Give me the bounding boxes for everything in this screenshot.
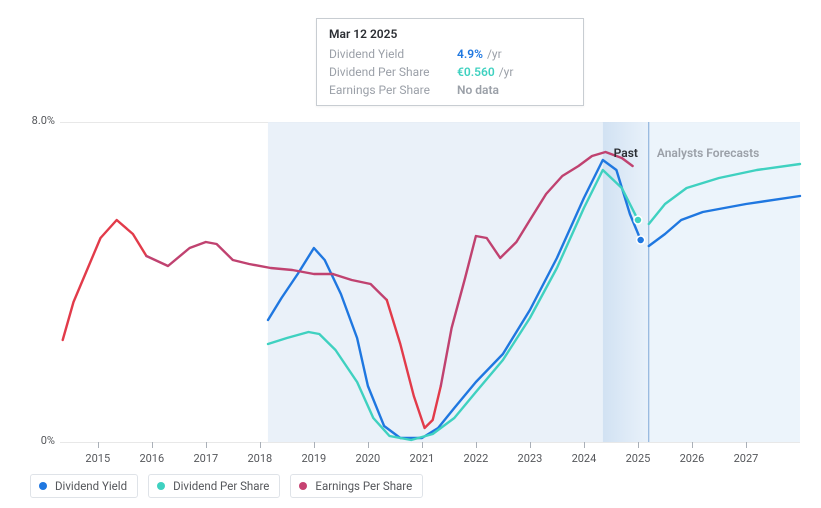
marker-dividend-yield bbox=[637, 236, 645, 244]
x-axis-label: 2017 bbox=[193, 452, 218, 465]
x-axis-label: 2022 bbox=[464, 452, 489, 465]
tooltip-row-label: Dividend Yield bbox=[329, 47, 457, 61]
legend-dot-icon bbox=[299, 482, 307, 490]
legend-item-dividend-yield[interactable]: Dividend Yield bbox=[30, 474, 138, 498]
tooltip-row: Dividend Yield4.9% /yr bbox=[317, 45, 583, 63]
tooltip-row-value: 4.9% bbox=[457, 47, 483, 61]
x-axis-label: 2015 bbox=[85, 452, 110, 465]
marker-dividend-per-share bbox=[634, 216, 642, 224]
x-axis-label: 2018 bbox=[247, 452, 272, 465]
tooltip-row-unit: /yr bbox=[499, 65, 514, 79]
x-axis-label: 2025 bbox=[626, 452, 651, 465]
dividend-chart: 8.0% 0% 2015 2016 2017 2018 2019 2020 2021 2022… bbox=[0, 0, 821, 508]
tooltip-row-unit: /yr bbox=[487, 47, 502, 61]
chart-tooltip: Mar 12 2025 Dividend Yield4.9%/yrDividen… bbox=[316, 18, 584, 106]
tooltip-row-value: No data bbox=[457, 83, 499, 97]
x-tick bbox=[422, 442, 423, 448]
tooltip-row-label: Dividend Per Share bbox=[329, 65, 457, 79]
x-tick bbox=[368, 442, 369, 448]
gridline-bottom bbox=[60, 442, 800, 443]
x-tick bbox=[638, 442, 639, 448]
chart-legend: Dividend Yield Dividend Per Share Earnings… bbox=[30, 474, 423, 498]
x-tick bbox=[476, 442, 477, 448]
x-tick bbox=[206, 442, 207, 448]
tooltip-row: Dividend Per Share€0.560/yr bbox=[317, 63, 583, 81]
series-earnings-per-share-seg0 bbox=[63, 220, 147, 340]
y-axis-label-max: 8.0% bbox=[32, 114, 55, 127]
x-axis-label: 2016 bbox=[139, 452, 164, 465]
y-axis-label-min: 0% bbox=[41, 434, 55, 447]
legend-label: Dividend Per Share bbox=[173, 479, 269, 493]
tooltip-row-value: €0.560 bbox=[457, 65, 495, 79]
tooltip-row-label: Earnings Per Share bbox=[329, 83, 457, 97]
x-tick bbox=[152, 442, 153, 448]
x-tick bbox=[746, 442, 747, 448]
x-axis-label: 2027 bbox=[734, 452, 759, 465]
x-tick bbox=[260, 442, 261, 448]
legend-dot-icon bbox=[39, 482, 47, 490]
x-tick bbox=[530, 442, 531, 448]
legend-label: Earnings Per Share bbox=[315, 479, 412, 493]
x-axis-label: 2024 bbox=[572, 452, 597, 465]
x-tick bbox=[584, 442, 585, 448]
tooltip-row: Earnings Per ShareNo data bbox=[317, 81, 583, 99]
legend-dot-icon bbox=[157, 482, 165, 490]
x-tick bbox=[692, 442, 693, 448]
region-forecast-fill bbox=[649, 122, 800, 442]
region-label: Analysts Forecasts bbox=[657, 146, 759, 160]
x-tick bbox=[98, 442, 99, 448]
plot-svg[interactable] bbox=[60, 122, 800, 442]
legend-item-earnings-per-share[interactable]: Earnings Per Share bbox=[290, 474, 423, 498]
x-axis-label: 2026 bbox=[680, 452, 705, 465]
x-tick bbox=[314, 442, 315, 448]
tooltip-date: Mar 12 2025 bbox=[317, 25, 583, 45]
legend-label: Dividend Yield bbox=[55, 479, 127, 493]
x-axis-label: 2023 bbox=[518, 452, 543, 465]
region-label: Past bbox=[614, 146, 638, 160]
legend-item-dividend-per-share[interactable]: Dividend Per Share bbox=[148, 474, 280, 498]
x-axis-label: 2020 bbox=[356, 452, 381, 465]
x-axis-label: 2021 bbox=[410, 452, 435, 465]
x-axis-label: 2019 bbox=[301, 452, 326, 465]
